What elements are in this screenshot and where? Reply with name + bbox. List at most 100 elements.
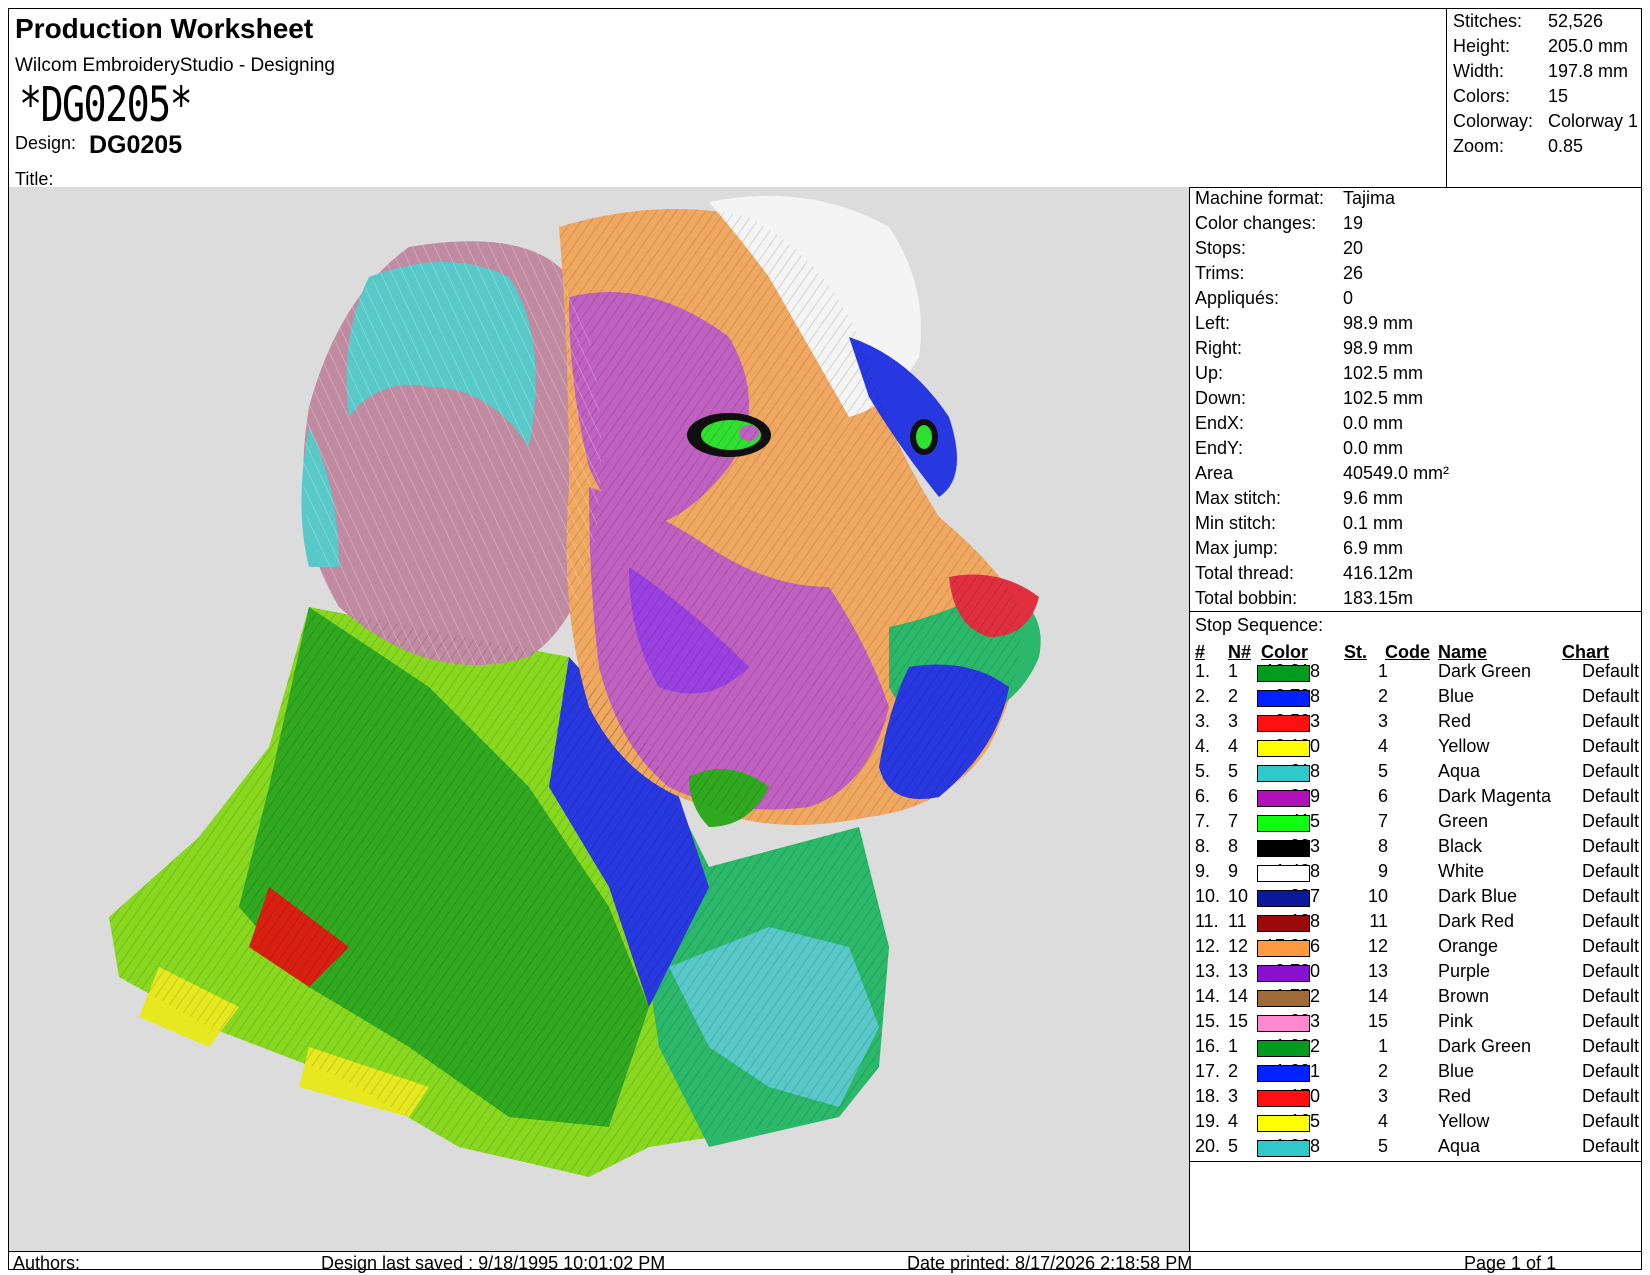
machine-info-row: Area 40549.0 mm² — [1195, 463, 1449, 484]
machine-info-value: 20 — [1343, 238, 1364, 258]
machine-info-value: 6.9 mm — [1343, 538, 1404, 558]
color-code: 3 — [1377, 1086, 1388, 1106]
color-code: 11 — [1369, 911, 1388, 931]
row-number: 8. — [1195, 836, 1211, 856]
machine-info-label: Total thread: — [1195, 563, 1295, 583]
machine-info-label: Up: — [1195, 363, 1224, 383]
machine-info-label: Min stitch: — [1195, 513, 1277, 533]
col-num: # — [1195, 642, 1206, 662]
design-stats: Stitches: 52,526 Height: 205.0 mm Width: 19… — [1446, 9, 1642, 187]
color-code: 14 — [1367, 986, 1388, 1006]
needle-number: 3 — [1228, 1086, 1239, 1106]
color-code: 5 — [1377, 1136, 1388, 1156]
last-saved: Design last saved : 9/18/1995 10:01:02 P… — [321, 1253, 666, 1273]
machine-info-value: 98.9 mm — [1343, 338, 1414, 358]
stop-sequence-row: 15.1523315PinkDefault — [1190, 1011, 1641, 1037]
color-code: 8 — [1377, 836, 1388, 856]
color-swatch — [1257, 940, 1310, 957]
stop-sequence-row: 19.41654YellowDefault — [1190, 1111, 1641, 1137]
stop-sequence-row: 2.22,7982BlueDefault — [1190, 686, 1641, 712]
machine-info-value: 98.9 mm — [1343, 313, 1414, 333]
needle-number: 12 — [1228, 936, 1249, 956]
color-name: Aqua — [1438, 1136, 1481, 1156]
machine-info-row: Right: 98.9 mm — [1195, 338, 1413, 359]
row-number: 1. — [1195, 661, 1211, 681]
color-code: 6 — [1377, 786, 1388, 806]
machine-info-row: Trims: 26 — [1195, 263, 1363, 284]
machine-info-label: Area — [1195, 463, 1234, 483]
authors-label: Authors: — [13, 1253, 81, 1273]
stop-sequence-row: 5.56185AquaDefault — [1190, 761, 1641, 787]
machine-info-value: 0.0 mm — [1343, 438, 1404, 458]
machine-info-row: Left: 98.9 mm — [1195, 313, 1413, 334]
chart-name: Default — [1581, 1036, 1639, 1056]
row-number: 13. — [1195, 961, 1221, 981]
color-swatch — [1257, 865, 1310, 882]
color-name: Orange — [1438, 936, 1499, 956]
stop-sequence-row: 4.42,1304YellowDefault — [1190, 736, 1641, 762]
color-name: Red — [1438, 1086, 1472, 1106]
color-code: 15 — [1367, 1011, 1388, 1031]
panel-divider — [1190, 611, 1641, 612]
color-code: 13 — [1367, 961, 1388, 981]
color-name: Red — [1438, 711, 1472, 731]
machine-info-row: Total thread: 416.12m — [1195, 563, 1413, 584]
color-name: White — [1438, 861, 1485, 881]
page-number: Page 1 of 1 — [1464, 1253, 1557, 1273]
stop-sequence-row: 7.74157GreenDefault — [1190, 811, 1641, 837]
machine-info-value: 0.0 mm — [1343, 413, 1404, 433]
machine-info-value: 183.15m — [1343, 588, 1414, 608]
color-name: Dark Blue — [1438, 886, 1518, 906]
row-number: 2. — [1195, 686, 1211, 706]
color-swatch — [1257, 1040, 1310, 1057]
machine-info-value: 19 — [1343, 213, 1364, 233]
machine-info-row: Stops: 20 — [1195, 238, 1363, 259]
machine-info-value: 102.5 mm — [1343, 388, 1424, 408]
machine-info-value: 26 — [1343, 263, 1364, 283]
chart-name: Default — [1581, 836, 1639, 856]
machine-info-value: 0 — [1343, 288, 1354, 308]
color-swatch — [1257, 790, 1310, 807]
chart-name: Default — [1581, 686, 1639, 706]
row-number: 6. — [1195, 786, 1211, 806]
color-code: 10 — [1367, 886, 1388, 906]
color-code: 12 — [1367, 936, 1388, 956]
color-name: Brown — [1438, 986, 1490, 1006]
chart-name: Default — [1581, 986, 1639, 1006]
row-number: 12. — [1195, 936, 1221, 956]
machine-info-row: EndY: 0.0 mm — [1195, 438, 1403, 459]
color-name: Blue — [1438, 1061, 1475, 1081]
machine-info-label: Left: — [1195, 313, 1231, 333]
chart-name: Default — [1581, 861, 1639, 881]
color-name: Yellow — [1438, 1111, 1490, 1131]
color-code: 3 — [1377, 711, 1388, 731]
worksheet-title: Production Worksheet — [15, 13, 314, 44]
color-swatch — [1257, 740, 1310, 757]
color-code: 4 — [1377, 736, 1388, 756]
chart-name: Default — [1581, 1136, 1639, 1156]
color-code: 1 — [1377, 1036, 1388, 1056]
color-swatch — [1257, 840, 1310, 857]
stat-colorway: Colorway: Colorway 1 — [1453, 111, 1639, 131]
color-swatch — [1257, 1065, 1310, 1082]
machine-info-label: Max jump: — [1195, 538, 1279, 558]
machine-info-label: Right: — [1195, 338, 1243, 358]
row-number: 9. — [1195, 861, 1211, 881]
machine-info-label: Max stitch: — [1195, 488, 1282, 508]
machine-info-value: Tajima — [1343, 188, 1396, 208]
color-swatch — [1257, 815, 1310, 832]
chart-name: Default — [1581, 811, 1639, 831]
chart-name: Default — [1581, 1061, 1639, 1081]
machine-info-row: Max stitch: 9.6 mm — [1195, 488, 1403, 509]
color-swatch — [1257, 1015, 1310, 1032]
chart-name: Default — [1581, 886, 1639, 906]
worksheet-footer: Authors: Design last saved : 9/18/1995 1… — [9, 1251, 1641, 1273]
needle-number: 8 — [1228, 836, 1239, 856]
chart-name: Default — [1581, 1011, 1639, 1031]
col-needle: N# — [1228, 642, 1252, 662]
application-name: Wilcom EmbroideryStudio - Designing — [15, 55, 335, 76]
color-name: Aqua — [1438, 761, 1481, 781]
color-swatch — [1257, 765, 1310, 782]
